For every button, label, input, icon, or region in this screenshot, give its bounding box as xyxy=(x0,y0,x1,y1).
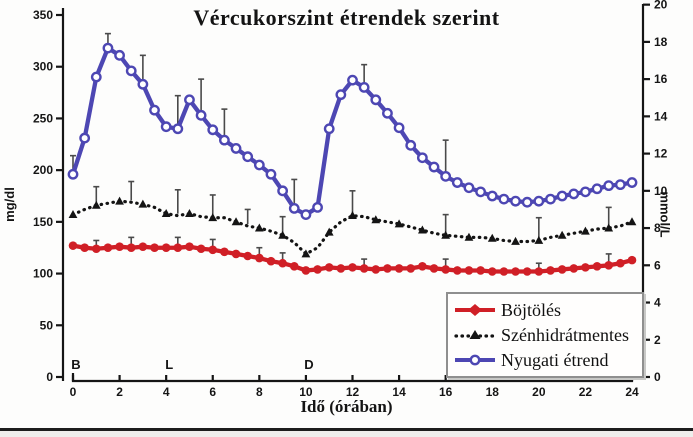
legend-item-nyugati-etrend: Nyugati étrend xyxy=(454,347,638,372)
black-dotted-triangle-marker-icon xyxy=(454,329,496,339)
svg-text:250: 250 xyxy=(33,111,53,125)
svg-text:14: 14 xyxy=(392,385,406,399)
svg-text:350: 350 xyxy=(33,8,53,22)
legend-item-bojtoles: Böjtölés xyxy=(454,297,638,322)
legend-label: Nyugati étrend xyxy=(501,349,609,370)
svg-text:150: 150 xyxy=(33,215,53,229)
meal-marker-D: D xyxy=(304,357,313,372)
svg-text:0: 0 xyxy=(46,370,53,384)
svg-text:10: 10 xyxy=(654,184,668,198)
svg-text:24: 24 xyxy=(625,385,639,399)
svg-text:22: 22 xyxy=(579,385,593,399)
legend-item-szenhidratmentes: Szénhidrátmentes xyxy=(454,322,638,347)
legend-label: Szénhidrátmentes xyxy=(501,324,629,345)
svg-text:12: 12 xyxy=(346,385,360,399)
svg-text:50: 50 xyxy=(40,318,54,332)
bottom-strip xyxy=(0,431,693,437)
svg-text:14: 14 xyxy=(654,109,668,123)
bottom-rule xyxy=(0,428,693,431)
svg-text:300: 300 xyxy=(33,60,53,74)
svg-text:4: 4 xyxy=(654,296,661,310)
svg-text:20: 20 xyxy=(654,0,668,12)
legend: Böjtölés Szénhidrátmentes Nyugati étrend xyxy=(446,292,644,378)
svg-text:18: 18 xyxy=(654,35,668,49)
svg-text:16: 16 xyxy=(439,385,453,399)
svg-text:12: 12 xyxy=(654,147,668,161)
meal-marker-L: L xyxy=(165,357,173,372)
meal-marker-B: B xyxy=(71,357,80,372)
svg-text:6: 6 xyxy=(209,385,216,399)
red-line-diamond-marker-icon xyxy=(455,303,495,316)
y-axis-left-label: mg/dl xyxy=(1,187,17,222)
svg-text:2: 2 xyxy=(654,333,661,347)
series-nyugati-trend xyxy=(67,32,638,221)
svg-text:0: 0 xyxy=(654,370,661,384)
svg-text:20: 20 xyxy=(532,385,546,399)
svg-text:2: 2 xyxy=(116,385,123,399)
svg-text:16: 16 xyxy=(654,72,668,86)
legend-label: Böjtölés xyxy=(501,299,562,320)
svg-text:8: 8 xyxy=(256,385,263,399)
svg-text:0: 0 xyxy=(70,385,77,399)
y-axis-right-label: mmol/L xyxy=(657,191,673,238)
svg-text:200: 200 xyxy=(33,163,53,177)
svg-text:6: 6 xyxy=(654,258,661,272)
svg-text:4: 4 xyxy=(163,385,170,399)
svg-text:10: 10 xyxy=(299,385,313,399)
svg-text:100: 100 xyxy=(33,267,53,281)
x-axis-label: Idő (órában) xyxy=(300,397,393,416)
series-sz-nhidr-tmentes xyxy=(68,180,637,258)
svg-text:8: 8 xyxy=(654,221,661,235)
chart-title: Vércukorszint étrendek szerint xyxy=(193,5,500,30)
blue-line-circle-marker-icon xyxy=(455,354,495,365)
svg-text:18: 18 xyxy=(486,385,500,399)
series-b-jt-l-s xyxy=(68,236,637,276)
